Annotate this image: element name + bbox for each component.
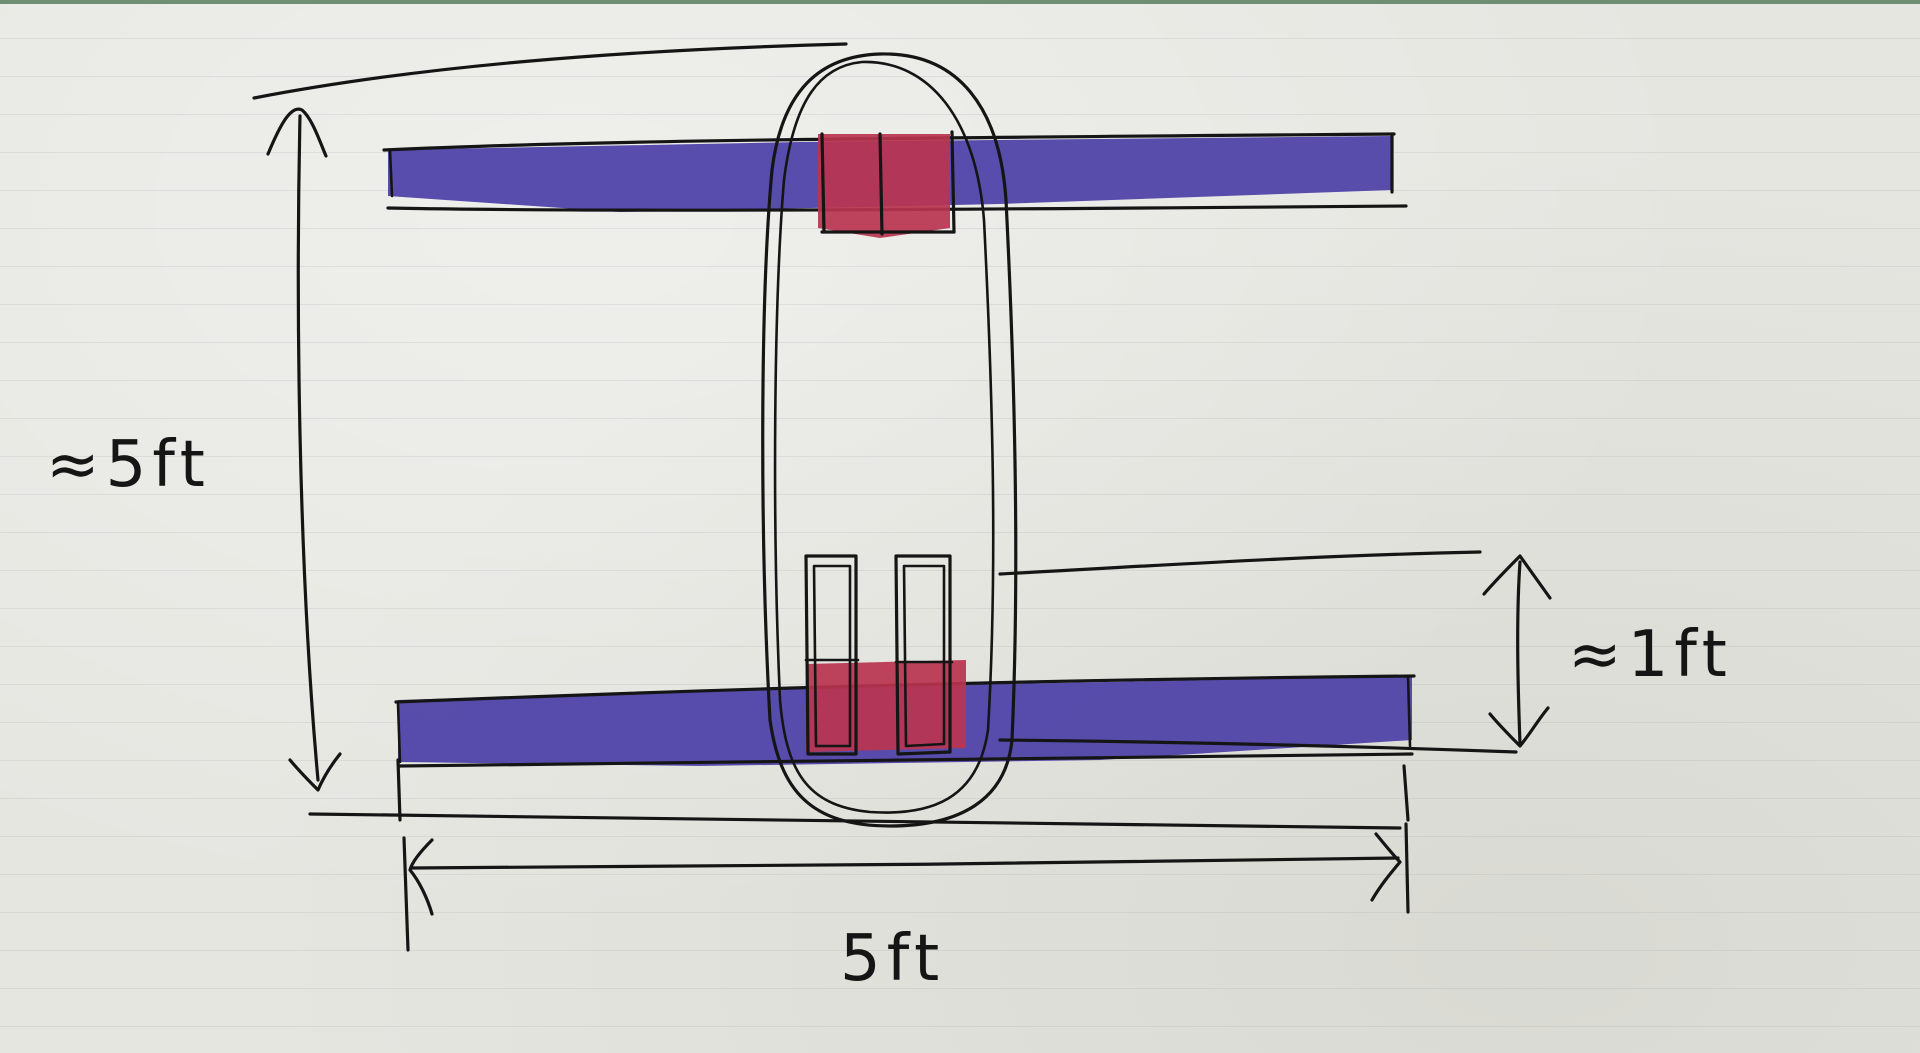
dimension-lines [252, 42, 1518, 952]
paper-top-edge [0, 0, 1920, 4]
post-left [804, 554, 860, 756]
post-right [894, 554, 954, 756]
top-red-block [818, 130, 956, 238]
gap-arrow [1482, 554, 1552, 748]
bottom-red-block [806, 660, 966, 752]
height-arrow [266, 107, 342, 792]
label-width: 5ft [840, 922, 945, 996]
width-arrow [408, 832, 1402, 916]
label-gap: ≈1ft [1568, 618, 1733, 692]
center-loop [761, 52, 1018, 828]
label-height: ≈5ft [46, 428, 211, 502]
